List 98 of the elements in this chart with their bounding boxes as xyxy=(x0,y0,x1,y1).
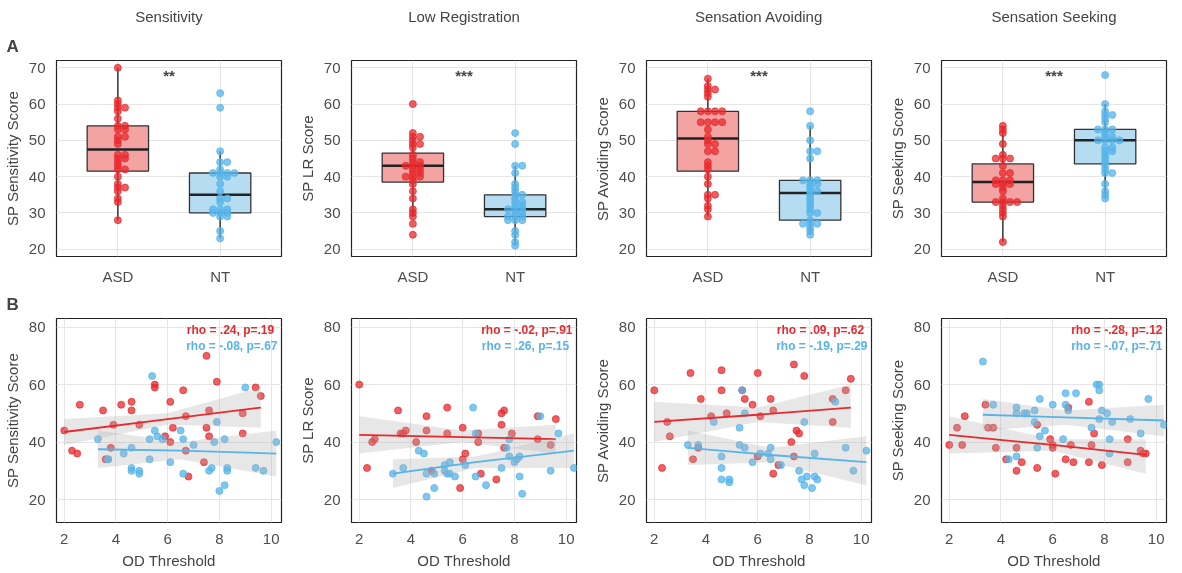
y-tick-label: 20 xyxy=(323,490,341,508)
annotation: *** xyxy=(455,66,473,84)
x-tick-label: NT xyxy=(1095,267,1116,285)
text: rho = -.02, p=.91 xyxy=(481,322,573,337)
y-tick-label: 40 xyxy=(28,167,46,185)
y-tick-label: 40 xyxy=(913,433,931,451)
chart-title: Low Registration xyxy=(408,7,520,25)
y-tick-label: 30 xyxy=(913,203,931,221)
y-tick-label: 50 xyxy=(913,131,931,149)
y-tick-label: 20 xyxy=(618,240,636,258)
y-tick-label: 30 xyxy=(618,203,636,221)
x-tick-label: 10 xyxy=(852,529,870,547)
y-axis-title: SP LR Score xyxy=(298,115,316,202)
y-tick-label: 40 xyxy=(323,433,341,451)
x-tick-label: 4 xyxy=(996,529,1006,547)
x-tick-label: ASD xyxy=(397,267,429,285)
x-tick-label: NT xyxy=(505,267,526,285)
x-tick-label: ASD xyxy=(692,267,724,285)
x-tick-label: ASD xyxy=(102,267,134,285)
y-tick-label: 60 xyxy=(618,95,636,113)
y-tick-label: 50 xyxy=(28,131,46,149)
y-tick-label: 60 xyxy=(913,375,931,393)
y-tick-label: 60 xyxy=(618,375,636,393)
annotation: *** xyxy=(1045,66,1063,84)
y-tick-label: 40 xyxy=(618,167,636,185)
y-tick-label: 70 xyxy=(913,58,931,76)
y-tick-label: 30 xyxy=(323,203,341,221)
x-tick-label: 8 xyxy=(1100,529,1109,547)
y-tick-label: 60 xyxy=(913,95,931,113)
y-tick-label: 50 xyxy=(323,131,341,149)
annotation: *** xyxy=(750,66,768,84)
x-tick-label: 6 xyxy=(1048,529,1057,547)
x-tick-label: 6 xyxy=(163,529,172,547)
y-tick-label: 40 xyxy=(323,167,341,185)
x-tick-label: 10 xyxy=(557,529,575,547)
x-tick-label: 4 xyxy=(111,529,121,547)
chart-title: Sensation Avoiding xyxy=(694,7,823,25)
x-axis-title: OD Threshold xyxy=(417,551,511,569)
x-tick-label: 4 xyxy=(701,529,711,547)
text: B xyxy=(6,294,19,314)
y-tick-label: 80 xyxy=(323,318,341,336)
y-tick-label: 20 xyxy=(28,240,46,258)
y-tick-label: 60 xyxy=(323,375,341,393)
y-tick-label: 80 xyxy=(28,318,46,336)
chart-title: Sensation Seeking xyxy=(991,7,1117,25)
y-tick-label: 40 xyxy=(28,433,46,451)
y-tick-label: 70 xyxy=(618,58,636,76)
y-tick-label: 60 xyxy=(28,375,46,393)
y-axis-title: SP Avoiding Score xyxy=(593,97,611,221)
y-tick-label: 60 xyxy=(323,95,341,113)
x-tick-label: NT xyxy=(800,267,821,285)
annotation: ** xyxy=(163,66,175,84)
y-tick-label: 40 xyxy=(913,167,931,185)
y-tick-label: 20 xyxy=(913,240,931,258)
y-tick-label: 20 xyxy=(323,240,341,258)
x-tick-label: 8 xyxy=(805,529,814,547)
text: rho = .09, p=.62 xyxy=(776,322,865,337)
text: rho = .24, p=.19 xyxy=(186,322,275,337)
x-tick-label: 8 xyxy=(215,529,224,547)
text: rho = -.08, p=.67 xyxy=(186,338,278,353)
x-tick-label: 10 xyxy=(262,529,280,547)
y-axis-title: SP Sensitivity Score xyxy=(3,353,21,489)
x-tick-label: NT xyxy=(210,267,231,285)
x-tick-label: 2 xyxy=(650,529,659,547)
y-tick-label: 20 xyxy=(28,490,46,508)
y-axis-title: SP Seeking Score xyxy=(888,97,906,220)
x-tick-label: 2 xyxy=(60,529,69,547)
y-axis-title: SP LR Score xyxy=(298,377,316,464)
y-tick-label: 30 xyxy=(28,203,46,221)
text: rho = -.28, p=.12 xyxy=(1071,322,1163,337)
x-axis-title: OD Threshold xyxy=(122,551,216,569)
x-tick-label: 10 xyxy=(1147,529,1165,547)
y-tick-label: 40 xyxy=(618,433,636,451)
x-tick-label: 6 xyxy=(458,529,467,547)
y-axis-title: SP Seeking Score xyxy=(888,359,906,482)
y-axis-title: SP Sensitivity Score xyxy=(3,91,21,227)
y-axis-title: SP Avoiding Score xyxy=(593,359,611,483)
y-tick-label: 80 xyxy=(618,318,636,336)
text: rho = -.19, p=.29 xyxy=(776,338,868,353)
text: A xyxy=(6,36,19,56)
text: rho = .26, p=.15 xyxy=(481,338,570,353)
x-tick-label: 4 xyxy=(406,529,416,547)
x-axis-title: OD Threshold xyxy=(1007,551,1101,569)
x-tick-label: 2 xyxy=(355,529,364,547)
y-tick-label: 80 xyxy=(913,318,931,336)
y-tick-label: 20 xyxy=(913,490,931,508)
y-tick-label: 70 xyxy=(323,58,341,76)
x-axis-title: OD Threshold xyxy=(712,551,806,569)
x-tick-label: ASD xyxy=(987,267,1019,285)
x-tick-label: 2 xyxy=(945,529,954,547)
x-tick-label: 8 xyxy=(510,529,519,547)
x-tick-label: 6 xyxy=(753,529,762,547)
y-tick-label: 60 xyxy=(28,95,46,113)
y-tick-label: 70 xyxy=(28,58,46,76)
text: rho = -.07, p=.71 xyxy=(1071,338,1163,353)
chart-title: Sensitivity xyxy=(135,7,204,25)
y-tick-label: 50 xyxy=(618,131,636,149)
y-tick-label: 20 xyxy=(618,490,636,508)
